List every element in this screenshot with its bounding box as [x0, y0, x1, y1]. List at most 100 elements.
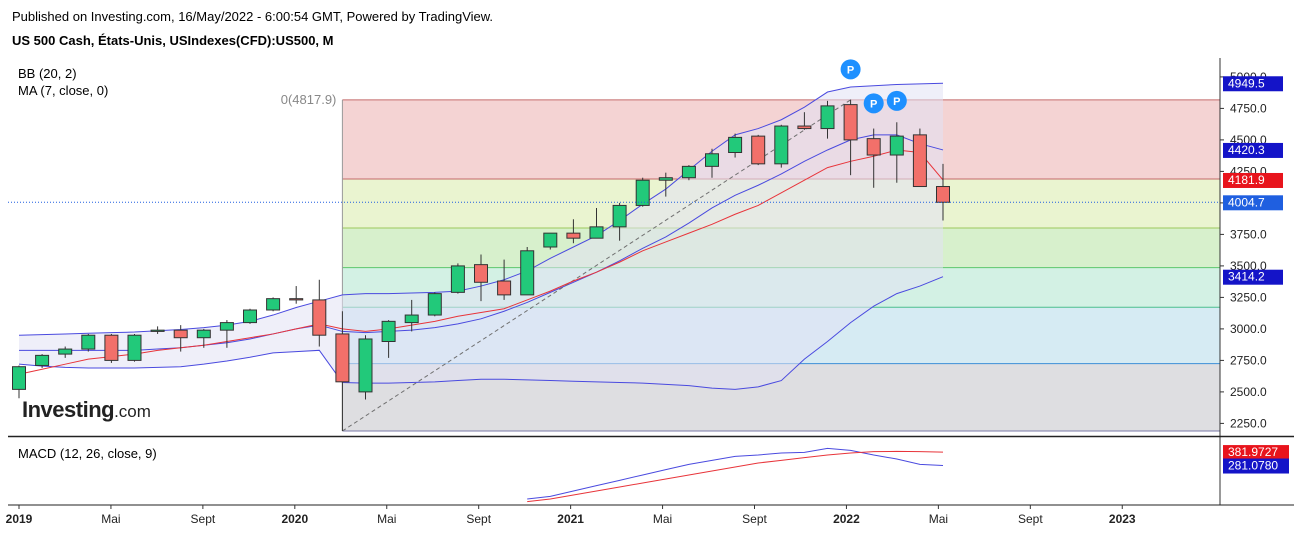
- candle-body: [797, 125, 812, 130]
- macd-label: 381.9727: [1228, 445, 1278, 459]
- candles: [12, 99, 950, 431]
- markers: P P P: [840, 59, 907, 114]
- candle-body: [427, 293, 442, 316]
- published-note: Published on Investing.com, 16/May/2022 …: [12, 9, 494, 24]
- candle-body: [173, 329, 188, 339]
- candle-body: [81, 334, 96, 350]
- candle-body: [566, 232, 581, 239]
- candle-body: [912, 134, 927, 188]
- pivot-marker-label: P: [870, 98, 877, 110]
- candle-body: [219, 322, 234, 331]
- price-label-box: [1223, 142, 1283, 158]
- candle-body: [889, 135, 904, 156]
- time-tick-label: Sept: [742, 512, 767, 526]
- candle-body: [266, 298, 281, 311]
- candle-body: [635, 179, 650, 206]
- time-tick-label: Sept: [1018, 512, 1043, 526]
- candle-body: [658, 177, 673, 181]
- price-tick-label: 3250.0: [1230, 290, 1267, 304]
- macd-indicator-label[interactable]: MACD (12, 26, close, 9): [18, 446, 157, 461]
- price-label: 4181.9: [1228, 173, 1265, 187]
- candle-body: [936, 186, 950, 203]
- price-tick-label: 2750.0: [1230, 353, 1267, 367]
- candle-body: [681, 165, 696, 179]
- candle-body: [589, 226, 604, 239]
- candle-body: [404, 314, 419, 324]
- price-label-box: [1223, 76, 1283, 92]
- candle-body: [820, 105, 835, 130]
- candle-body: [243, 309, 257, 324]
- price-axis: 5000.04750.04500.04250.04000.03750.03500…: [1220, 70, 1267, 430]
- fib-level-label: 0(4817.9): [281, 92, 337, 107]
- macd-line: [527, 447, 944, 500]
- candle-body: [497, 280, 512, 296]
- time-tick-label: Sept: [466, 512, 491, 526]
- price-label: 4949.5: [1228, 76, 1265, 90]
- investing-logo: Investing.com: [22, 397, 151, 422]
- time-tick-label: Sept: [191, 512, 216, 526]
- candle-body: [35, 354, 50, 366]
- time-tick-label: 2020: [281, 512, 308, 526]
- candle-body: [866, 138, 881, 156]
- candle-body: [520, 250, 535, 296]
- price-label-box: [1223, 195, 1283, 211]
- candle-body: [12, 366, 26, 390]
- macd-label-box: [1223, 445, 1289, 461]
- candle-body: [150, 329, 165, 332]
- chart-frame: [8, 58, 1294, 506]
- candle-body: [843, 104, 858, 141]
- time-tick-label: Mai: [929, 512, 948, 526]
- candle-body: [312, 299, 327, 336]
- candle-body: [612, 204, 627, 228]
- candle-body: [474, 264, 488, 283]
- trend-line: [342, 99, 851, 432]
- macd-label-box: [1223, 458, 1289, 474]
- candle-body: [381, 320, 396, 342]
- time-tick-label: 2021: [557, 512, 584, 526]
- price-label-box: [1223, 172, 1283, 188]
- candle-body: [751, 135, 766, 165]
- bb-lower-line: [18, 276, 944, 390]
- ma-indicator-label[interactable]: MA (7, close, 0): [18, 83, 109, 98]
- price-label: 3414.2: [1228, 270, 1265, 284]
- candle-body: [104, 334, 119, 361]
- time-tick-label: 2023: [1109, 512, 1136, 526]
- time-tick-label: Mai: [653, 512, 672, 526]
- price-label: 4004.7: [1228, 195, 1265, 209]
- candle-body: [774, 125, 789, 165]
- time-tick-label: 2022: [833, 512, 860, 526]
- ma-line: [18, 149, 944, 375]
- price-tick-label: 3000.0: [1230, 322, 1267, 336]
- price-labels: 4949.5 4420.3 4181.9 4004.7 3414.2: [1223, 76, 1283, 285]
- candle-body: [127, 334, 142, 361]
- pivot-marker: [863, 93, 884, 114]
- pivot-marker-label: P: [847, 64, 854, 76]
- candle-body: [58, 348, 73, 355]
- fib-trend-line: [342, 99, 851, 432]
- price-tick-label: 3750.0: [1230, 227, 1267, 241]
- candle-body: [335, 333, 350, 383]
- macd-signal-line: [527, 450, 944, 503]
- price-tick-label: 2500.0: [1230, 385, 1267, 399]
- pivot-marker: [886, 90, 907, 111]
- moving-average: [18, 149, 944, 375]
- price-label-box: [1223, 269, 1283, 285]
- price-tick-label: 4750.0: [1230, 101, 1267, 115]
- pivot-marker: [840, 59, 861, 80]
- candle-body: [543, 232, 558, 248]
- candle-body: [196, 329, 211, 339]
- pivot-marker-label: P: [893, 96, 900, 108]
- instrument-title: US 500 Cash, États-Unis, USIndexes(CFD):…: [12, 33, 334, 48]
- candle-body: [358, 338, 373, 393]
- macd-label: 281.0780: [1228, 459, 1278, 473]
- bb-indicator-label[interactable]: BB (20, 2): [18, 66, 77, 81]
- price-label: 4420.3: [1228, 143, 1265, 157]
- candle-body: [705, 153, 719, 167]
- candle-body: [289, 298, 304, 301]
- price-tick-label: 3500.0: [1230, 259, 1267, 273]
- time-axis: 2019 Mai Sept 2020 Mai Sept 2021 Mai Sept 2022 Mai…: [6, 505, 1136, 526]
- price-tick-label: 2250.0: [1230, 416, 1267, 430]
- time-tick-label: Mai: [377, 512, 396, 526]
